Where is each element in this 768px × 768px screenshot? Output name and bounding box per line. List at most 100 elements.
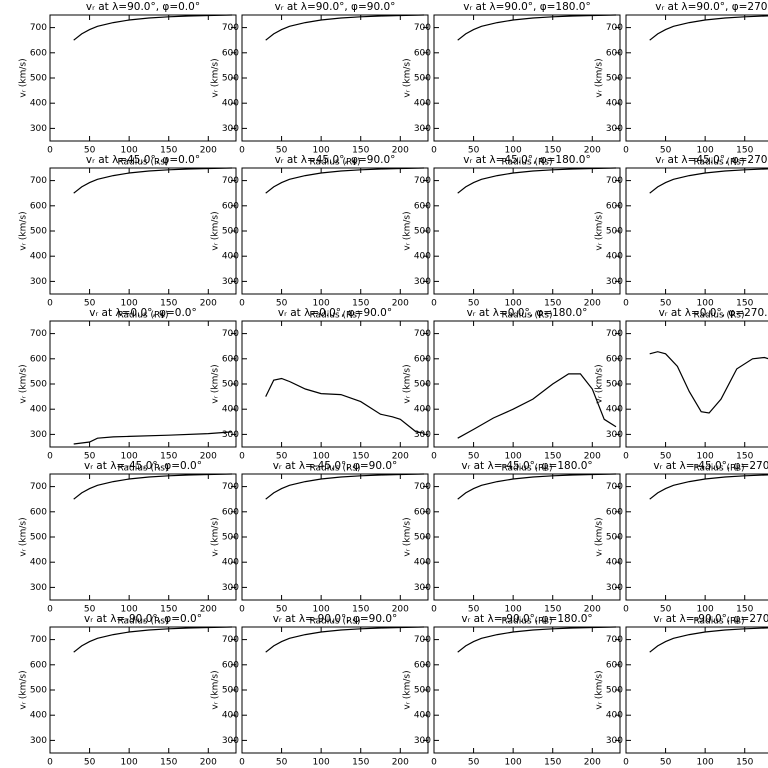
y-tick-label: 500: [414, 74, 431, 84]
x-tick-label: 150: [352, 146, 369, 156]
plot-frame: [433, 473, 621, 601]
x-tick-label: 100: [697, 452, 714, 462]
y-tick-label: 600: [414, 507, 431, 517]
y-tick-label: 600: [606, 354, 623, 364]
y-tick-label: 500: [414, 533, 431, 543]
data-line: [73, 431, 233, 445]
x-tick-label: 0: [239, 605, 245, 615]
x-tick-label: 50: [660, 452, 672, 462]
y-tick-label: 300: [222, 277, 239, 287]
x-axis-label: Radius (Rs): [309, 464, 360, 474]
y-axis-label: vᵣ (km/s): [595, 670, 605, 709]
plot-frame: [433, 320, 621, 448]
x-tick-label: 0: [623, 452, 629, 462]
x-tick-label: 200: [392, 605, 409, 615]
y-tick-label: 400: [222, 711, 239, 721]
y-tick-label: 300: [222, 736, 239, 746]
y-tick-label: 400: [30, 405, 47, 415]
x-tick-label: 100: [121, 452, 138, 462]
y-tick-label: 500: [606, 380, 623, 390]
y-axis-label: vᵣ (km/s): [595, 517, 605, 556]
y-axis-label: vᵣ (km/s): [19, 517, 29, 556]
x-tick-label: 0: [623, 146, 629, 156]
data-line: [265, 473, 425, 500]
y-tick-label: 600: [414, 48, 431, 58]
y-tick-label: 400: [414, 405, 431, 415]
y-tick-label: 400: [606, 99, 623, 109]
x-tick-label: 0: [623, 758, 629, 768]
data-line: [457, 373, 617, 439]
y-tick-label: 300: [222, 430, 239, 440]
y-tick-label: 500: [30, 227, 47, 237]
panel-title: vᵣ at λ=-45.0°, φ=180.0°: [461, 460, 592, 472]
y-tick-label: 700: [222, 635, 239, 645]
plot-frame: [241, 473, 429, 601]
x-tick-label: 200: [584, 299, 601, 309]
y-axis-label: vᵣ (km/s): [19, 670, 29, 709]
y-tick-label: 500: [222, 380, 239, 390]
x-tick-label: 150: [352, 299, 369, 309]
x-tick-label: 0: [239, 146, 245, 156]
x-tick-label: 100: [505, 146, 522, 156]
y-tick-label: 700: [414, 482, 431, 492]
plot-frame: [625, 14, 768, 142]
y-tick-label: 600: [414, 354, 431, 364]
data-line: [265, 626, 425, 653]
plot-frame: [49, 320, 237, 448]
panel: vᵣ at λ=-90.0°, φ=180.0°Radius (Rs) vᵣ (k…: [403, 613, 621, 768]
x-tick-label: 0: [47, 758, 53, 768]
x-tick-label: 150: [736, 452, 753, 462]
x-tick-label: 150: [160, 605, 177, 615]
y-tick-label: 600: [222, 48, 239, 58]
y-tick-label: 300: [30, 124, 47, 134]
panel: vᵣ at λ=-45.0°, φ=90.0°Radius (Rs)vᵣ (km…: [211, 460, 429, 627]
x-tick-label: 0: [47, 452, 53, 462]
y-axis-label: vᵣ (km/s): [403, 58, 413, 97]
y-tick-label: 500: [414, 380, 431, 390]
plot-frame: [625, 167, 768, 295]
y-tick-label: 600: [30, 48, 47, 58]
panel-title: vᵣ at λ=45.0°, φ=180.0°: [463, 154, 591, 166]
x-tick-label: 200: [392, 146, 409, 156]
x-tick-label: 0: [239, 758, 245, 768]
data-line: [73, 14, 233, 41]
x-tick-label: 50: [468, 146, 480, 156]
x-tick-label: 100: [697, 299, 714, 309]
y-tick-label: 500: [30, 686, 47, 696]
panel: vᵣ at λ=90.0°, φ=0.0° Radius (Rs) vᵣ (km/s…: [19, 1, 237, 168]
panel-title: vᵣ at λ=0.0°, φ=90.0°: [278, 307, 392, 319]
panel: vᵣ at λ=-90.0°, φ=0.0°Radius (Rs) vᵣ (km/…: [19, 613, 237, 768]
x-tick-label: 0: [47, 605, 53, 615]
data-line: [457, 14, 617, 41]
x-tick-label: 200: [584, 146, 601, 156]
x-axis-label: Radius (Rs): [309, 617, 360, 627]
data-line: [457, 473, 617, 500]
x-tick-label: 0: [431, 146, 437, 156]
y-tick-label: 500: [414, 227, 431, 237]
y-tick-label: 700: [606, 23, 623, 33]
x-tick-label: 200: [200, 605, 217, 615]
y-tick-label: 400: [30, 558, 47, 568]
plot-frame: [49, 473, 237, 601]
y-tick-label: 600: [222, 354, 239, 364]
y-tick-label: 300: [222, 124, 239, 134]
panel-title: vᵣ at λ=0.0°, φ=270.0°: [659, 307, 768, 319]
x-tick-label: 0: [431, 605, 437, 615]
y-axis-label: vᵣ (km/s): [211, 364, 221, 403]
panel-title: vᵣ at λ=-90.0°, φ=180.0°: [461, 613, 592, 625]
panel-title: vᵣ at λ=90.0°, φ=270.0°: [655, 1, 768, 13]
x-tick-label: 150: [736, 146, 753, 156]
x-tick-label: 200: [584, 758, 601, 768]
x-tick-label: 50: [276, 452, 288, 462]
x-tick-label: 100: [697, 146, 714, 156]
y-tick-label: 400: [222, 252, 239, 262]
x-tick-label: 50: [660, 605, 672, 615]
x-tick-label: 150: [352, 758, 369, 768]
y-tick-label: 700: [606, 176, 623, 186]
data-line: [265, 14, 425, 41]
y-tick-label: 500: [30, 74, 47, 84]
y-tick-label: 700: [606, 329, 623, 339]
x-axis-label: Radius (Rs): [501, 311, 552, 321]
